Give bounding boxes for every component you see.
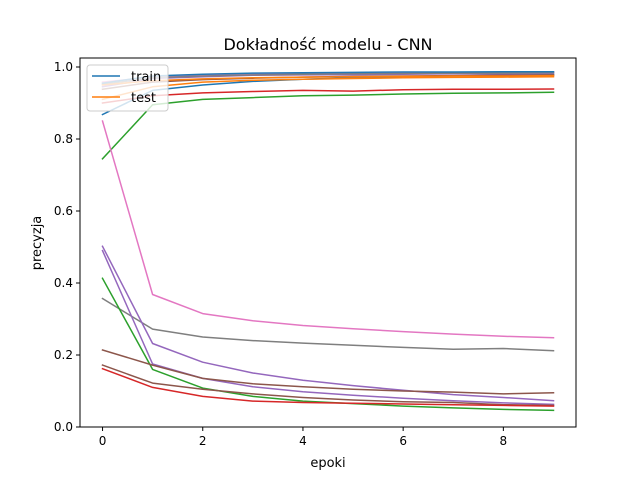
series-line-2 [101,91,555,160]
y-axis-label: precyzja [30,216,45,271]
series-group [101,70,555,412]
series-line-7 [101,72,555,86]
x-tick-label: 0 [99,434,107,448]
chart-title: Dokładność modelu - CNN [223,35,432,54]
series-line-9 [101,74,555,86]
series-line-1 [101,75,555,101]
series-line-11 [101,297,555,352]
axes-group: 0 2 4 6 8 0.0 0.2 0.4 0.6 0.8 1.0 [54,60,507,448]
series-line-8 [101,70,555,85]
series-line-16 [101,364,555,407]
y-tick-label: 1.0 [54,60,73,74]
legend-label-train: train [131,70,161,85]
y-tick-label: 0.2 [54,348,73,362]
y-tick-label: 0.8 [54,132,73,146]
series-line-12 [101,245,555,402]
y-tick-label: 0.4 [54,276,73,290]
x-axis-label: epoki [310,456,345,471]
series-line-17 [101,367,555,407]
y-tick-label: 0.6 [54,204,73,218]
series-line-15 [101,349,555,395]
x-tick-label: 2 [199,434,207,448]
legend-label-test: test [131,91,156,106]
series-line-3 [101,88,555,104]
x-tick-label: 4 [299,434,307,448]
x-tick-label: 8 [500,434,508,448]
plot-frame [79,57,577,428]
series-line-10 [101,120,555,339]
x-tick-label: 6 [399,434,407,448]
y-tick-label: 0.0 [54,420,73,434]
legend: train test [86,64,169,112]
